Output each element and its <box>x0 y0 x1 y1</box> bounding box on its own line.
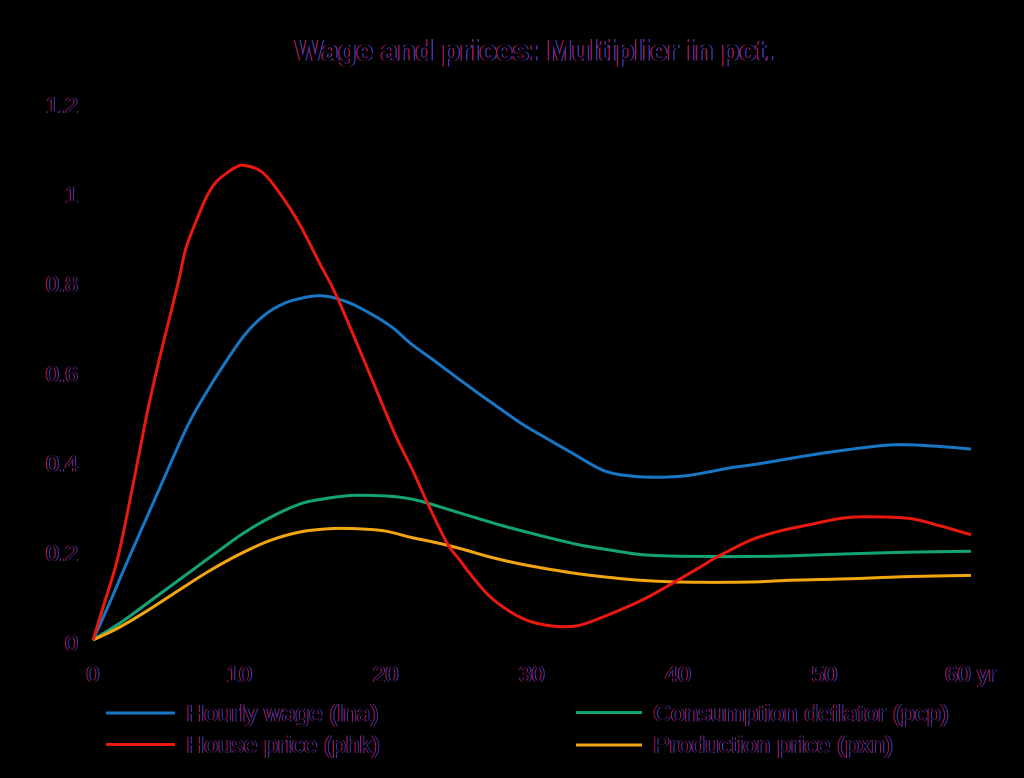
svg-text:30: 30 <box>520 661 546 687</box>
svg-text:1: 1 <box>66 182 79 208</box>
svg-text:House price (phk): House price (phk) <box>185 732 378 759</box>
svg-text:30: 30 <box>519 661 545 687</box>
svg-text:House price (phk): House price (phk) <box>187 732 380 759</box>
svg-text:50: 50 <box>812 661 838 687</box>
svg-text:Hourly wage (lna): Hourly wage (lna) <box>188 701 380 728</box>
svg-text:Wage and prices: Multiplier in: Wage and prices: Multiplier in pct. <box>295 35 774 68</box>
svg-text:0: 0 <box>65 630 78 656</box>
svg-text:0.6: 0.6 <box>47 361 79 387</box>
svg-text:0.8: 0.8 <box>46 271 78 297</box>
svg-text:10: 10 <box>228 661 254 687</box>
svg-text:60 yr: 60 yr <box>946 661 997 687</box>
svg-text:0: 0 <box>85 661 98 687</box>
svg-text:0.8: 0.8 <box>47 271 79 297</box>
svg-text:Production price (pxn): Production price (pxn) <box>652 732 892 759</box>
svg-text:Production price (pxn): Production price (pxn) <box>654 732 894 759</box>
svg-text:50: 50 <box>813 661 839 687</box>
svg-text:0.2: 0.2 <box>45 540 77 566</box>
svg-text:Wage and prices: Multiplier in: Wage and prices: Multiplier in pct. <box>296 35 775 68</box>
svg-text:10: 10 <box>226 661 252 687</box>
svg-text:0.2: 0.2 <box>47 540 79 566</box>
svg-text:Wage and prices: Multiplier in: Wage and prices: Multiplier in pct. <box>294 35 773 68</box>
svg-text:Hourly wage (lna): Hourly wage (lna) <box>187 701 379 728</box>
svg-text:60 yr: 60 yr <box>945 661 996 687</box>
svg-text:50: 50 <box>811 661 837 687</box>
svg-text:10: 10 <box>225 661 251 687</box>
svg-text:0: 0 <box>88 661 101 687</box>
svg-text:20: 20 <box>374 661 400 687</box>
svg-text:Hourly wage (lna): Hourly wage (lna) <box>185 701 377 728</box>
svg-text:0: 0 <box>87 661 100 687</box>
svg-text:20: 20 <box>372 661 398 687</box>
svg-text:0.8: 0.8 <box>45 271 77 297</box>
svg-text:0.2: 0.2 <box>46 540 78 566</box>
svg-text:1: 1 <box>64 182 77 208</box>
svg-text:0.4: 0.4 <box>47 451 79 477</box>
svg-text:0.4: 0.4 <box>45 451 77 477</box>
svg-text:Consumption deflator (pcp): Consumption deflator (pcp) <box>652 701 948 728</box>
svg-text:40: 40 <box>666 661 692 687</box>
svg-text:Production price (pxn): Production price (pxn) <box>653 732 893 759</box>
svg-text:Consumption deflator (pcp): Consumption deflator (pcp) <box>653 701 949 728</box>
svg-text:1: 1 <box>65 182 78 208</box>
svg-text:20: 20 <box>373 661 399 687</box>
svg-text:House price (phk): House price (phk) <box>188 732 381 759</box>
svg-text:1.2: 1.2 <box>46 92 78 118</box>
svg-text:1.2: 1.2 <box>45 92 77 118</box>
svg-text:30: 30 <box>518 661 544 687</box>
svg-text:0: 0 <box>66 630 79 656</box>
svg-text:40: 40 <box>665 661 691 687</box>
svg-text:0.4: 0.4 <box>46 451 78 477</box>
svg-text:0: 0 <box>64 630 77 656</box>
svg-text:40: 40 <box>664 661 690 687</box>
svg-text:0.6: 0.6 <box>45 361 77 387</box>
svg-text:Consumption deflator (pcp): Consumption deflator (pcp) <box>654 701 950 728</box>
svg-text:1.2: 1.2 <box>47 92 79 118</box>
svg-text:0.6: 0.6 <box>46 361 78 387</box>
svg-text:60 yr: 60 yr <box>944 661 995 687</box>
